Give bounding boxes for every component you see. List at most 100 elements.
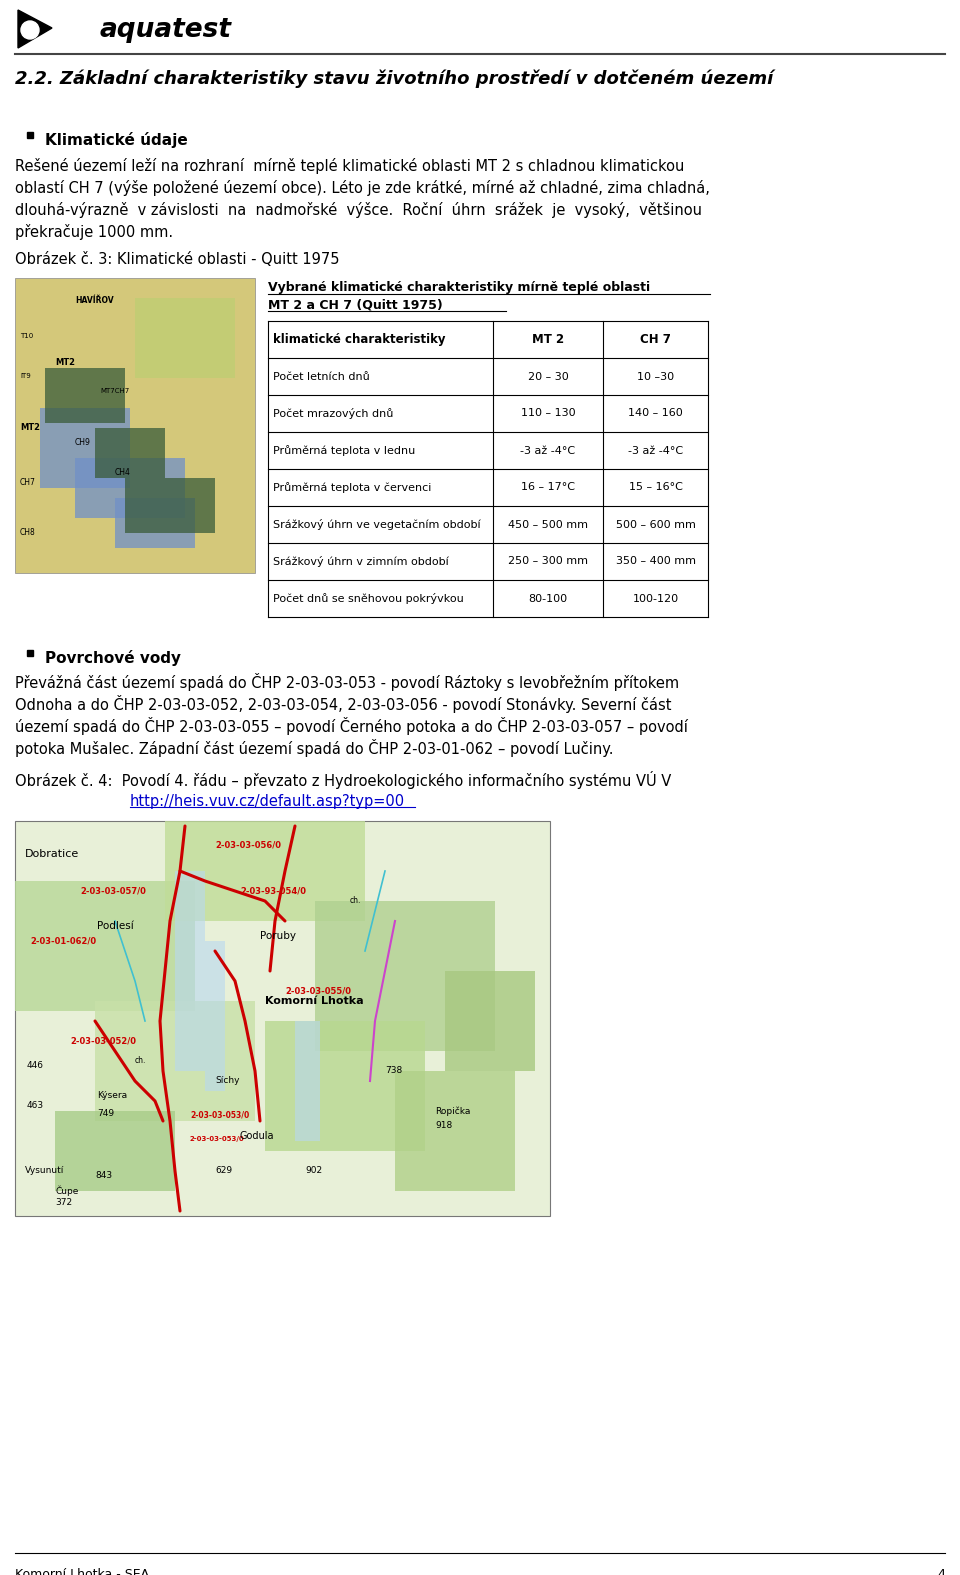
Text: 902: 902 <box>305 1166 323 1175</box>
Text: 2-03-93-054/0: 2-03-93-054/0 <box>240 887 306 895</box>
Text: 843: 843 <box>95 1170 112 1180</box>
Text: 110 – 130: 110 – 130 <box>520 408 575 419</box>
Text: ch.: ch. <box>135 1055 146 1065</box>
Text: 2-03-03-057/0: 2-03-03-057/0 <box>80 887 146 895</box>
Text: Godula: Godula <box>240 1131 275 1140</box>
Bar <box>205 940 225 1091</box>
Text: 629: 629 <box>215 1166 232 1175</box>
Bar <box>15 880 195 1011</box>
Text: IT9: IT9 <box>20 373 31 380</box>
Polygon shape <box>18 9 52 47</box>
Text: 500 – 600 mm: 500 – 600 mm <box>615 520 695 529</box>
Text: CH 7: CH 7 <box>640 332 671 346</box>
Bar <box>315 901 495 1051</box>
Text: MT7CH7: MT7CH7 <box>100 387 130 394</box>
Bar <box>125 477 215 532</box>
Text: úezemí spadá do ČHP 2-03-03-055 – povodí Černého potoka a do ČHP 2-03-03-057 – p: úezemí spadá do ČHP 2-03-03-055 – povodí… <box>15 717 688 736</box>
Text: Odnoha a do ČHP 2-03-03-052, 2-03-03-054, 2-03-03-056 - povodí Stonávky. Severní: Odnoha a do ČHP 2-03-03-052, 2-03-03-054… <box>15 695 671 713</box>
Text: Rešené úezemí leží na rozhraní  mírně teplé klimatické oblasti MT 2 s chladnou k: Rešené úezemí leží na rozhraní mírně tep… <box>15 158 684 173</box>
Text: Komorní Lhotka - SEA: Komorní Lhotka - SEA <box>15 1569 149 1575</box>
Bar <box>95 428 165 477</box>
Text: Komorní Lhotka: Komorní Lhotka <box>265 995 364 1006</box>
Text: oblastí CH 7 (výše položené úezemí obce). Léto je zde krátké, mírné až chladné, : oblastí CH 7 (výše položené úezemí obce)… <box>15 180 709 195</box>
Bar <box>265 1021 425 1151</box>
Text: potoka Mušalec. Západní část úezemí spadá do ČHP 2-03-01-062 – povodí Lučiny.: potoka Mušalec. Západní část úezemí spad… <box>15 739 613 758</box>
Text: Vysunutí: Vysunutí <box>25 1166 64 1175</box>
Text: 16 – 17°C: 16 – 17°C <box>521 482 575 493</box>
Text: -3 až -4°C: -3 až -4°C <box>520 446 576 455</box>
Text: dlouhá-výrazně  v závislosti  na  nadmořské  výšce.  Roční  úhrn  srážek  je  vy: dlouhá-výrazně v závislosti na nadmořské… <box>15 202 702 217</box>
Text: Klimatické údaje: Klimatické údaje <box>45 132 188 148</box>
Text: T10: T10 <box>20 332 34 339</box>
Text: CH4: CH4 <box>115 468 131 477</box>
Text: 10 –30: 10 –30 <box>636 372 674 381</box>
Bar <box>165 821 365 921</box>
Bar <box>135 298 235 378</box>
Text: 80-100: 80-100 <box>528 594 567 603</box>
Text: CH9: CH9 <box>75 438 91 447</box>
Text: Vybrané klimatické charakteristiky mírně teplé oblasti: Vybrané klimatické charakteristiky mírně… <box>268 280 650 295</box>
Bar <box>55 1110 175 1191</box>
Text: Obrázek č. 4:  Povodí 4. řádu – převzato z Hydroekologického informačního systém: Obrázek č. 4: Povodí 4. řádu – převzato … <box>15 772 671 789</box>
Text: 2.2. Základní charakteristiky stavu životního prostředí v dotčeném úezemí: 2.2. Základní charakteristiky stavu živo… <box>15 69 773 88</box>
Text: klimatické charakteristiky: klimatické charakteristiky <box>273 332 445 346</box>
Text: 738: 738 <box>385 1066 402 1076</box>
Text: Síchy: Síchy <box>215 1076 239 1085</box>
Text: Srážkový úhrn v zimním období: Srážkový úhrn v zimním období <box>273 556 448 567</box>
Text: ch.: ch. <box>350 896 361 906</box>
Text: Průměrná teplota v červenci: Průměrná teplota v červenci <box>273 482 431 493</box>
Bar <box>75 458 185 518</box>
Text: -3 až -4°C: -3 až -4°C <box>628 446 684 455</box>
Text: 2-03-03-056/0: 2-03-03-056/0 <box>215 841 281 851</box>
Text: MT 2 a CH 7 (Quitt 1975): MT 2 a CH 7 (Quitt 1975) <box>268 298 443 310</box>
Text: 2-03-03-053/0: 2-03-03-053/0 <box>190 1136 245 1142</box>
Text: Kýsera: Kýsera <box>97 1091 127 1099</box>
Text: MT2: MT2 <box>55 358 75 367</box>
Text: Ropička: Ropička <box>435 1106 470 1115</box>
Text: 2-03-03-055/0: 2-03-03-055/0 <box>285 986 351 995</box>
Text: Převážná část úezemí spadá do ČHP 2-03-03-053 - povodí Ráztoky s levobřežním pří: Převážná část úezemí spadá do ČHP 2-03-0… <box>15 673 679 691</box>
Text: Povrchové vody: Povrchové vody <box>45 650 181 666</box>
Text: Čupe: Čupe <box>55 1186 79 1197</box>
Bar <box>15 279 255 573</box>
Text: CH7: CH7 <box>20 477 36 487</box>
Bar <box>45 369 125 424</box>
Text: 140 – 160: 140 – 160 <box>628 408 683 419</box>
Circle shape <box>21 20 39 39</box>
Text: 15 – 16°C: 15 – 16°C <box>629 482 683 493</box>
Text: Počet dnů se sněhovou pokrývkou: Počet dnů se sněhovou pokrývkou <box>273 594 464 603</box>
Text: 350 – 400 mm: 350 – 400 mm <box>615 556 695 567</box>
Text: Průměrná teplota v lednu: Průměrná teplota v lednu <box>273 446 416 455</box>
Bar <box>15 821 550 1216</box>
Text: http://heis.vuv.cz/default.asp?typ=00: http://heis.vuv.cz/default.asp?typ=00 <box>130 794 405 810</box>
Text: 250 – 300 mm: 250 – 300 mm <box>508 556 588 567</box>
Text: 100-120: 100-120 <box>633 594 679 603</box>
Text: překračuje 1000 mm.: překračuje 1000 mm. <box>15 224 173 239</box>
Text: 4: 4 <box>937 1569 945 1575</box>
Text: Počet mrazových dnů: Počet mrazových dnů <box>273 408 394 419</box>
Bar <box>445 972 535 1071</box>
Text: Počet letních dnů: Počet letních dnů <box>273 372 370 381</box>
Text: Srážkový úhrn ve vegetačním období: Srážkový úhrn ve vegetačním období <box>273 520 481 531</box>
Text: 749: 749 <box>97 1109 114 1118</box>
Text: 20 – 30: 20 – 30 <box>528 372 568 381</box>
Text: 450 – 500 mm: 450 – 500 mm <box>508 520 588 529</box>
Text: 918: 918 <box>435 1121 452 1129</box>
Bar <box>40 408 130 488</box>
Bar <box>395 1071 515 1191</box>
Bar <box>115 498 195 548</box>
Text: HAVÍŘOV: HAVÍŘOV <box>75 296 113 306</box>
Text: 2-03-01-062/0: 2-03-01-062/0 <box>30 936 96 945</box>
Text: Dobratice: Dobratice <box>25 849 80 858</box>
Text: CH8: CH8 <box>20 528 36 537</box>
Text: Poruby: Poruby <box>260 931 296 940</box>
Text: 463: 463 <box>27 1101 44 1110</box>
Text: 372: 372 <box>55 1199 72 1206</box>
Text: 2-03-03-052/0: 2-03-03-052/0 <box>70 1036 136 1044</box>
Text: Obrázek č. 3: Klimatické oblasti - Quitt 1975: Obrázek č. 3: Klimatické oblasti - Quitt… <box>15 252 340 268</box>
Text: MT2: MT2 <box>20 424 40 432</box>
Bar <box>295 1021 320 1140</box>
Text: Podlesí: Podlesí <box>97 921 133 931</box>
Text: 2-03-03-053/0: 2-03-03-053/0 <box>190 1110 250 1120</box>
Text: 446: 446 <box>27 1062 44 1069</box>
